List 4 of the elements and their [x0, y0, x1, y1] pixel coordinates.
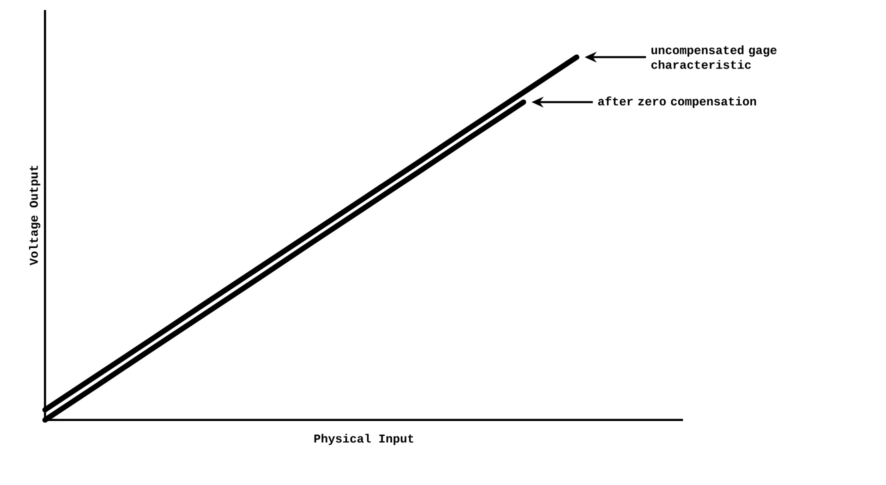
- annotation: after zero compensation: [598, 96, 756, 108]
- x-axis-title: Physical Input: [314, 434, 414, 446]
- y-axis-title: Voltage Output: [29, 166, 40, 266]
- text: uncompensated gage characteristic: [651, 45, 777, 69]
